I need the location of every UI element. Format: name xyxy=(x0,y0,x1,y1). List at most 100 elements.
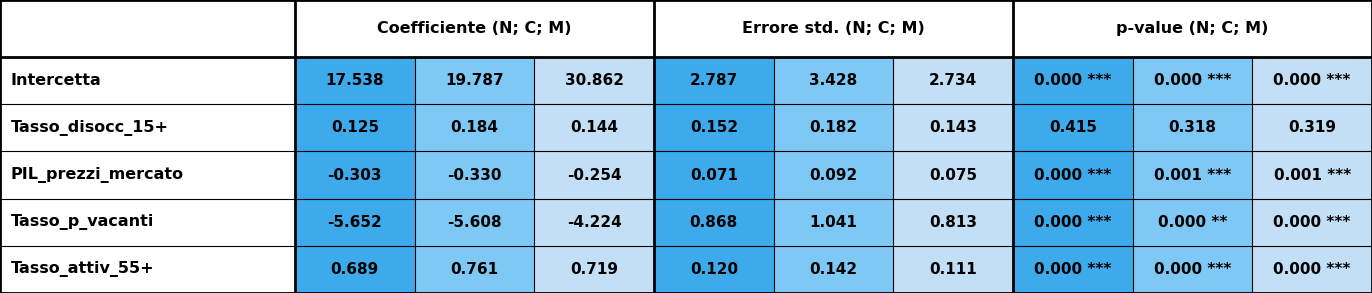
Text: Intercetta: Intercetta xyxy=(11,73,102,88)
Bar xyxy=(774,246,893,293)
Text: 0.000 ***: 0.000 *** xyxy=(1034,168,1111,183)
Text: Errore std. (N; C; M): Errore std. (N; C; M) xyxy=(742,21,925,36)
Text: p-value (N; C; M): p-value (N; C; M) xyxy=(1117,21,1269,36)
Bar xyxy=(774,104,893,151)
Text: -0.330: -0.330 xyxy=(447,168,502,183)
Text: Tasso_p_vacanti: Tasso_p_vacanti xyxy=(11,214,155,230)
Text: 0.000 ***: 0.000 *** xyxy=(1034,215,1111,230)
Text: 0.001 ***: 0.001 *** xyxy=(1154,168,1231,183)
Text: 0.144: 0.144 xyxy=(571,120,619,135)
Text: Coefficiente (N; C; M): Coefficiente (N; C; M) xyxy=(377,21,572,36)
Bar xyxy=(1253,246,1372,293)
Text: 0.868: 0.868 xyxy=(690,215,738,230)
Bar xyxy=(1133,104,1253,151)
Bar xyxy=(774,57,893,104)
Bar xyxy=(654,57,774,104)
Bar xyxy=(893,57,1013,104)
Bar xyxy=(0,57,295,104)
Text: 0.000 ***: 0.000 *** xyxy=(1154,73,1231,88)
Bar xyxy=(414,199,534,246)
Bar xyxy=(774,199,893,246)
Text: 0.152: 0.152 xyxy=(690,120,738,135)
Bar xyxy=(414,246,534,293)
Bar xyxy=(654,104,774,151)
Bar xyxy=(534,104,654,151)
Text: 19.787: 19.787 xyxy=(445,73,504,88)
Bar xyxy=(534,199,654,246)
Bar xyxy=(1013,104,1133,151)
Text: 0.000 ***: 0.000 *** xyxy=(1034,262,1111,277)
Bar xyxy=(774,151,893,199)
Bar xyxy=(295,57,414,104)
Text: 3.428: 3.428 xyxy=(809,73,858,88)
Text: Tasso_disocc_15+: Tasso_disocc_15+ xyxy=(11,120,169,136)
Text: -0.254: -0.254 xyxy=(567,168,622,183)
Text: -4.224: -4.224 xyxy=(567,215,622,230)
Bar xyxy=(1013,246,1133,293)
Text: -0.303: -0.303 xyxy=(328,168,381,183)
Text: 0.120: 0.120 xyxy=(690,262,738,277)
Text: 0.319: 0.319 xyxy=(1288,120,1336,135)
Bar xyxy=(1253,199,1372,246)
Bar xyxy=(1013,0,1372,57)
Bar xyxy=(1133,57,1253,104)
Bar xyxy=(1133,246,1253,293)
Bar xyxy=(1253,151,1372,199)
Text: 0.000 ***: 0.000 *** xyxy=(1273,262,1351,277)
Bar xyxy=(534,151,654,199)
Bar xyxy=(0,151,295,199)
Bar xyxy=(295,104,414,151)
Bar xyxy=(1013,199,1133,246)
Bar xyxy=(654,199,774,246)
Bar xyxy=(654,0,1013,57)
Bar xyxy=(295,246,414,293)
Bar xyxy=(1013,57,1133,104)
Text: 0.000 ***: 0.000 *** xyxy=(1273,73,1351,88)
Bar xyxy=(654,246,774,293)
Text: -5.608: -5.608 xyxy=(447,215,502,230)
Bar xyxy=(0,199,295,246)
Bar xyxy=(1133,151,1253,199)
Text: 0.143: 0.143 xyxy=(929,120,977,135)
Bar xyxy=(0,0,295,57)
Bar xyxy=(1013,151,1133,199)
Text: -5.652: -5.652 xyxy=(328,215,383,230)
Text: 0.184: 0.184 xyxy=(450,120,498,135)
Text: 2.787: 2.787 xyxy=(690,73,738,88)
Text: 0.318: 0.318 xyxy=(1169,120,1217,135)
Bar xyxy=(893,199,1013,246)
Text: 17.538: 17.538 xyxy=(325,73,384,88)
Text: 0.182: 0.182 xyxy=(809,120,858,135)
Bar xyxy=(0,104,295,151)
Text: Tasso_attiv_55+: Tasso_attiv_55+ xyxy=(11,261,155,277)
Bar xyxy=(295,0,654,57)
Bar xyxy=(414,57,534,104)
Text: PIL_prezzi_mercato: PIL_prezzi_mercato xyxy=(11,167,184,183)
Text: 0.761: 0.761 xyxy=(450,262,498,277)
Text: 0.125: 0.125 xyxy=(331,120,379,135)
Text: 0.813: 0.813 xyxy=(929,215,977,230)
Bar xyxy=(893,104,1013,151)
Bar xyxy=(414,104,534,151)
Text: 0.000 **: 0.000 ** xyxy=(1158,215,1227,230)
Bar xyxy=(534,246,654,293)
Bar xyxy=(414,151,534,199)
Bar xyxy=(1133,199,1253,246)
Text: 0.071: 0.071 xyxy=(690,168,738,183)
Text: 0.075: 0.075 xyxy=(929,168,977,183)
Bar xyxy=(534,57,654,104)
Bar xyxy=(1253,57,1372,104)
Text: 0.000 ***: 0.000 *** xyxy=(1034,73,1111,88)
Text: 0.689: 0.689 xyxy=(331,262,379,277)
Bar xyxy=(1253,104,1372,151)
Text: 30.862: 30.862 xyxy=(565,73,624,88)
Text: 1.041: 1.041 xyxy=(809,215,858,230)
Bar xyxy=(654,151,774,199)
Text: 2.734: 2.734 xyxy=(929,73,977,88)
Text: 0.111: 0.111 xyxy=(929,262,977,277)
Bar xyxy=(295,199,414,246)
Bar xyxy=(0,246,295,293)
Text: 0.092: 0.092 xyxy=(809,168,858,183)
Bar xyxy=(893,151,1013,199)
Text: 0.415: 0.415 xyxy=(1048,120,1096,135)
